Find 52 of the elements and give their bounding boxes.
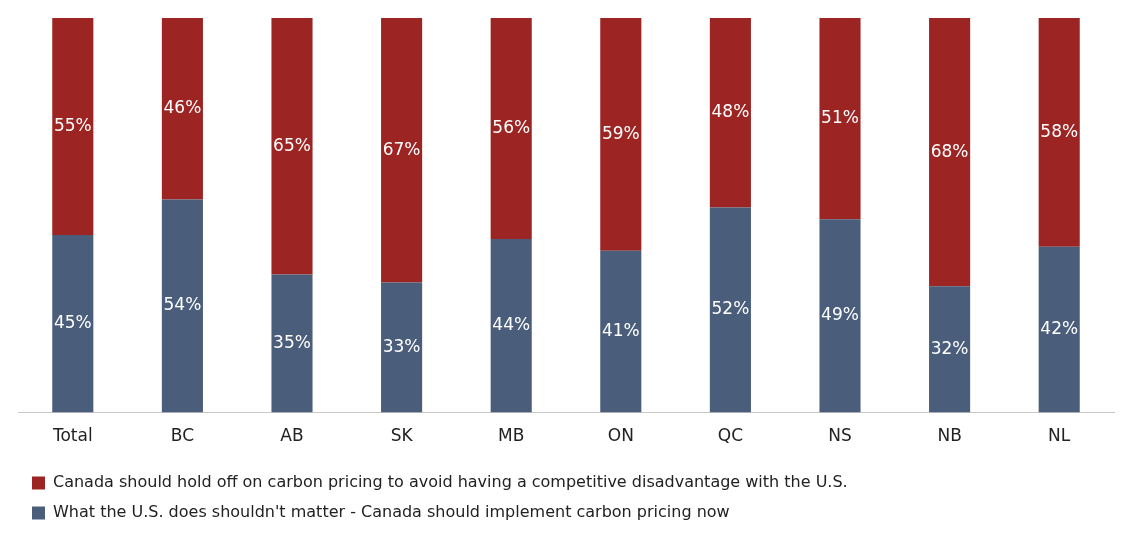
bar: [52, 18, 94, 236]
bar: [819, 219, 861, 413]
data-label: 48%: [711, 101, 750, 122]
data-label: 46%: [163, 97, 202, 118]
data-label: 32%: [930, 337, 969, 358]
bar: [709, 18, 751, 208]
x-tick-label: Total: [51, 425, 93, 446]
data-label: 58%: [1040, 120, 1079, 141]
bar: [271, 274, 313, 413]
data-label: 42%: [1040, 318, 1079, 339]
data-label: 68%: [930, 140, 969, 161]
bar: [819, 18, 861, 220]
data-label: 56%: [492, 116, 531, 137]
bar: [161, 199, 203, 413]
bar: [929, 18, 971, 287]
data-label: 67%: [382, 138, 421, 159]
data-label: 44%: [492, 314, 531, 335]
bar: [1038, 246, 1080, 413]
data-label: 54%: [163, 294, 202, 315]
x-tick-label: BC: [170, 425, 195, 446]
data-label: 55%: [53, 114, 92, 135]
data-label: 52%: [711, 298, 750, 319]
bar: [490, 18, 532, 239]
bar: [271, 18, 313, 275]
data-label: 49%: [821, 304, 859, 325]
data-label: 33%: [382, 335, 421, 356]
legend-label: Canada should hold off on carbon pricing to avoid having a competitive disadvantage with the U.S.: [53, 472, 848, 492]
bar: [490, 238, 532, 413]
x-tick-label: NS: [828, 425, 852, 446]
bar: [929, 286, 971, 413]
data-label: 65%: [273, 134, 311, 155]
bar: [600, 250, 642, 413]
x-tick-label: AB: [280, 425, 304, 446]
bar: [161, 18, 203, 200]
x-tick-label: MB: [498, 425, 525, 446]
bar: [709, 207, 751, 413]
data-label: 51%: [821, 107, 859, 128]
x-tick-label: SK: [390, 425, 414, 446]
legend-label: What the U.S. does shouldn't matter - Canada should implement carbon pricing now: [53, 502, 730, 522]
bar: [600, 18, 642, 251]
bar: [1038, 18, 1080, 247]
bar: [381, 282, 423, 413]
data-label: 35%: [273, 331, 311, 352]
data-label: 59%: [601, 122, 640, 143]
x-tick-label: NL: [1048, 425, 1071, 446]
x-tick-label: NB: [937, 425, 962, 446]
bar: [381, 18, 423, 283]
x-tick-label: ON: [607, 425, 634, 446]
bar: [52, 235, 94, 413]
data-label: 41%: [601, 320, 640, 341]
x-tick-label: QC: [717, 425, 744, 446]
data-label: 45%: [53, 312, 92, 333]
